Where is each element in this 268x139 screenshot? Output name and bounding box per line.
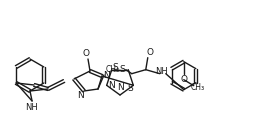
Text: NH: NH	[155, 67, 168, 76]
Text: CH₃: CH₃	[106, 64, 120, 74]
Text: N: N	[117, 83, 123, 91]
Text: N: N	[103, 70, 109, 80]
Text: S: S	[112, 63, 118, 72]
Text: O: O	[83, 49, 90, 58]
Text: N: N	[78, 90, 84, 100]
Text: O: O	[180, 75, 187, 84]
Text: N: N	[108, 81, 115, 90]
Text: S: S	[128, 84, 133, 93]
Text: S: S	[119, 65, 125, 74]
Text: CH₃: CH₃	[191, 83, 205, 92]
Text: NH: NH	[25, 102, 38, 111]
Text: O: O	[146, 48, 153, 57]
